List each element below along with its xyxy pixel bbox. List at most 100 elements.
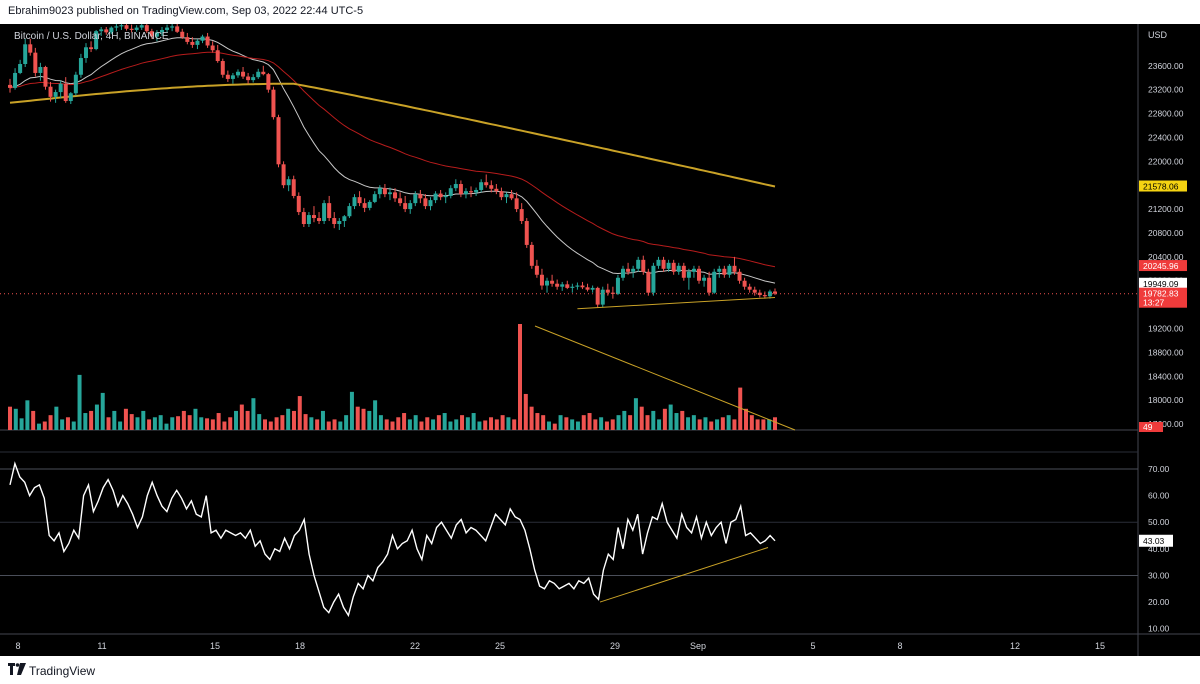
price-label-text: 21578.06 — [1143, 182, 1179, 192]
tradingview-logo-icon[interactable] — [8, 663, 26, 675]
volume-bar — [118, 421, 123, 430]
candle-body — [367, 201, 372, 208]
candle-body — [23, 44, 28, 65]
volume-bar — [280, 415, 285, 430]
candle-body — [94, 31, 99, 50]
volume-bar — [199, 417, 204, 430]
volume-bar — [60, 419, 65, 430]
volume-bar — [749, 415, 754, 430]
candle-body — [266, 74, 271, 90]
footer-bar: TradingView — [0, 656, 1200, 684]
volume-layer — [8, 324, 777, 430]
candle-body — [200, 36, 205, 41]
candle-body — [463, 191, 468, 195]
candle-body — [651, 265, 656, 293]
volume-bar — [344, 415, 349, 430]
candle-body — [241, 71, 246, 77]
candle-body — [149, 31, 154, 37]
volume-bar — [715, 419, 720, 430]
volume-bar — [170, 417, 175, 430]
volume-bar — [373, 400, 378, 430]
volume-bar — [257, 414, 262, 430]
candle-body — [190, 41, 195, 45]
chart-area[interactable]: 23600.00 23200.00 22800.00 22400.00 22000.00… — [0, 24, 1200, 656]
price-tick-label: 22800.00 — [1148, 109, 1184, 119]
volume-bar — [48, 415, 53, 430]
candle-body — [433, 193, 438, 201]
volume-bar — [210, 419, 215, 430]
candle-body — [327, 203, 332, 219]
chart-svg[interactable]: 23600.00 23200.00 22800.00 22400.00 22000.00… — [0, 24, 1200, 656]
volume-bar — [761, 419, 766, 430]
time-tick-label: 8 — [897, 641, 902, 651]
candle-body — [154, 32, 159, 37]
candle-body — [63, 83, 68, 102]
candle-body — [585, 287, 590, 290]
volume-bar — [245, 410, 250, 430]
volume-bar — [610, 419, 615, 430]
volume-bar — [158, 415, 163, 430]
candle-body — [306, 215, 311, 225]
volume-bar — [546, 421, 551, 430]
candle-body — [570, 286, 575, 288]
currency-label: USD — [1148, 30, 1168, 40]
volume-bar — [147, 419, 152, 430]
volume-bar — [465, 417, 470, 430]
volume-bar — [639, 406, 644, 430]
price-tick-label: 21200.00 — [1148, 204, 1184, 214]
volume-bar — [720, 417, 725, 430]
published-text: Ebrahim9023 published on TradingView.com… — [8, 5, 364, 17]
candle-body — [469, 191, 474, 193]
candle-body — [291, 179, 296, 196]
volume-bar — [506, 417, 511, 430]
candle-body — [707, 277, 712, 293]
candle-body — [448, 188, 453, 196]
candle-body — [261, 71, 266, 75]
candle-body — [519, 209, 524, 222]
candle-body — [124, 25, 129, 29]
support-trendline — [577, 296, 776, 310]
volume-bar — [332, 419, 337, 430]
volume-bar — [755, 419, 760, 430]
volume-bar — [575, 421, 580, 430]
volume-bar — [616, 415, 621, 430]
candle-body — [626, 268, 631, 272]
candle-body — [757, 292, 762, 296]
volume-bar — [662, 408, 667, 430]
trend-layer — [534, 296, 796, 603]
volume-bar — [123, 408, 128, 430]
volume-bar — [454, 419, 459, 430]
volume-bar — [535, 413, 540, 430]
candle-body — [33, 52, 38, 73]
price-tick-label: 20800.00 — [1148, 228, 1184, 238]
volume-bar — [268, 421, 273, 430]
candle-body — [271, 89, 276, 118]
candle-body — [747, 286, 752, 290]
volume-bar — [25, 400, 30, 430]
rsi-tick-label: 40.00 — [1148, 544, 1170, 554]
volume-bar — [483, 420, 488, 430]
price-tick-label: 18800.00 — [1148, 347, 1184, 357]
footer-brand[interactable]: TradingView — [29, 664, 96, 678]
candle-body — [398, 198, 403, 204]
price-label-box — [1139, 277, 1187, 289]
price-tick-label: 22000.00 — [1148, 156, 1184, 166]
candle-body — [195, 40, 200, 45]
candle-body — [322, 203, 327, 222]
candle-body — [575, 285, 580, 287]
volume-bar — [286, 408, 291, 430]
candle-body — [372, 194, 377, 202]
volume-bar — [402, 413, 407, 430]
candle-body — [590, 287, 595, 290]
volume-bar — [668, 404, 673, 430]
candle-body — [403, 203, 408, 210]
candle-body — [479, 182, 484, 190]
candle-body — [83, 47, 88, 59]
candle-body — [615, 277, 620, 294]
volume-bar — [657, 419, 662, 430]
candle-body — [357, 197, 362, 204]
volume-bar — [593, 419, 598, 430]
candle-body — [742, 280, 747, 287]
volume-bar — [291, 410, 296, 430]
